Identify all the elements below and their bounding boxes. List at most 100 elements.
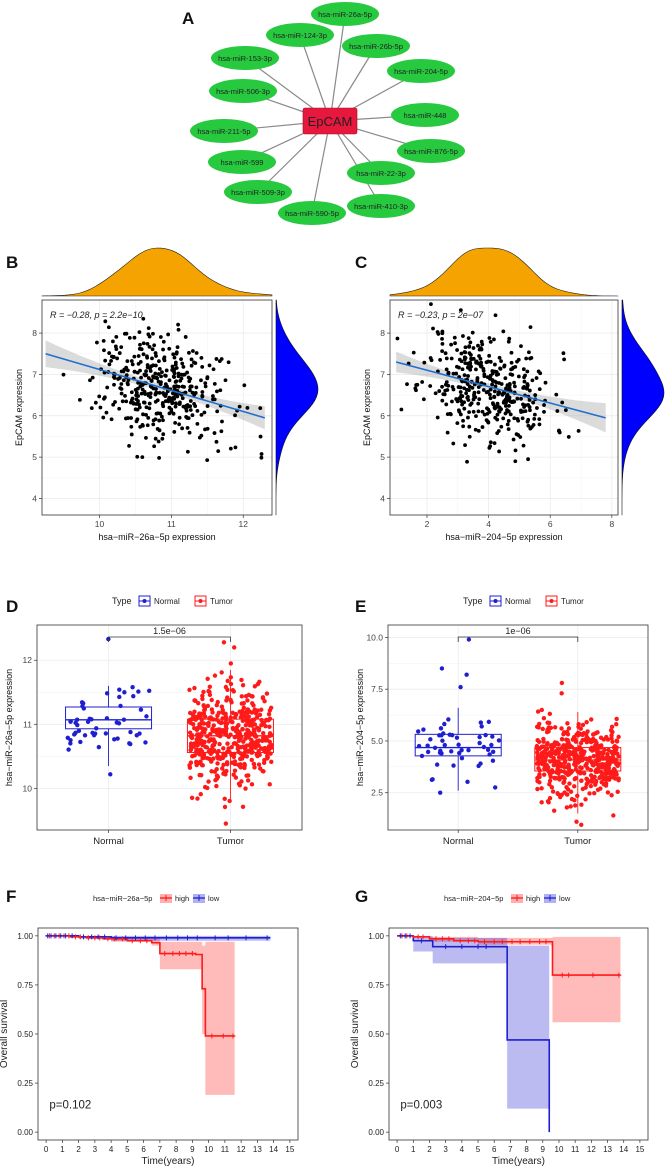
data-point <box>98 405 103 410</box>
jitter-point <box>230 725 236 731</box>
data-point <box>61 372 66 377</box>
data-point <box>528 426 533 431</box>
data-point <box>93 400 98 405</box>
network-edge <box>329 120 382 207</box>
data-point <box>492 394 497 399</box>
data-point <box>194 351 199 355</box>
censor-mark <box>566 972 572 978</box>
jitter-point <box>535 754 541 759</box>
jitter-point <box>442 721 447 727</box>
data-point <box>478 363 483 368</box>
censor-mark <box>415 934 421 940</box>
data-point <box>129 398 134 403</box>
data-point <box>482 412 487 417</box>
jitter-point <box>236 723 241 728</box>
data-point <box>172 355 177 360</box>
mirna-node <box>266 23 334 47</box>
jitter-point <box>201 703 206 708</box>
jitter-point <box>219 755 224 760</box>
data-point <box>161 347 165 352</box>
data-point <box>554 392 559 397</box>
jitter-point <box>249 782 255 787</box>
jitter-point <box>601 776 606 782</box>
data-point <box>127 443 131 448</box>
jitter-point <box>611 775 616 780</box>
jitter-point <box>202 784 208 790</box>
jitter-point <box>222 796 227 802</box>
data-point <box>153 363 158 368</box>
data-point <box>132 369 137 374</box>
jitter-point <box>415 729 421 734</box>
jitter-point <box>232 768 238 773</box>
jitter-point <box>188 734 194 739</box>
jitter-point <box>249 693 254 699</box>
x-axis-label: Time(years) <box>492 1156 545 1167</box>
data-point <box>530 378 535 383</box>
censor-mark <box>183 951 189 957</box>
data-point <box>188 399 193 403</box>
strata-legend-title: hsa−miR−26a−5p <box>93 894 152 903</box>
data-point <box>415 382 420 387</box>
data-point <box>77 397 82 402</box>
jitter-point <box>246 720 251 726</box>
jitter-point <box>541 736 546 742</box>
data-point <box>488 339 493 344</box>
data-point <box>469 364 473 369</box>
data-point <box>158 382 163 387</box>
data-point <box>513 459 518 464</box>
data-point <box>111 355 116 360</box>
jitter-point <box>458 684 463 690</box>
data-point <box>151 363 156 368</box>
jitter-point <box>187 717 192 723</box>
data-point <box>135 386 140 391</box>
jitter-point <box>548 725 554 731</box>
data-point <box>429 358 434 363</box>
jitter-point <box>217 741 222 747</box>
data-point <box>457 357 462 362</box>
data-point <box>218 388 223 393</box>
x-tick-label: 10 <box>95 519 105 529</box>
data-point <box>466 365 470 370</box>
censor-mark <box>616 972 622 978</box>
jitter-point <box>261 760 267 766</box>
data-point <box>146 326 151 331</box>
data-point <box>511 437 516 442</box>
jitter-point <box>236 762 241 768</box>
jitter-point <box>565 787 571 792</box>
data-point <box>460 367 465 372</box>
y-axis-label: Overall survival <box>0 1000 10 1068</box>
data-point <box>214 357 219 361</box>
data-point <box>173 404 178 409</box>
data-point <box>492 337 496 342</box>
x-tick-label: 4 <box>486 519 491 529</box>
censor-mark <box>102 934 108 940</box>
data-point <box>166 397 171 402</box>
y-tick-label: 10 <box>23 783 33 793</box>
jitter-point <box>477 734 482 740</box>
jitter-point <box>210 737 215 743</box>
data-point <box>148 395 153 399</box>
jitter-point <box>454 735 460 740</box>
panel-letter-g: G <box>355 887 368 906</box>
jitter-point <box>486 719 492 725</box>
jitter-point <box>200 693 205 698</box>
data-point <box>163 374 168 378</box>
data-point <box>176 371 181 376</box>
data-point <box>445 388 450 392</box>
censor-mark <box>175 935 181 941</box>
jitter-point <box>609 724 615 730</box>
data-point <box>97 394 102 399</box>
data-point <box>395 336 400 341</box>
jitter-point <box>614 716 619 722</box>
data-point <box>486 359 491 364</box>
jitter-point <box>80 703 85 709</box>
jitter-point <box>547 782 552 787</box>
x-tick-label: 8 <box>174 1145 179 1154</box>
data-point <box>476 409 481 414</box>
data-point <box>181 364 186 369</box>
jitter-point <box>248 748 253 754</box>
data-point <box>443 351 448 356</box>
data-point <box>499 407 503 412</box>
data-point <box>487 336 492 340</box>
high-survival-curve <box>397 935 621 976</box>
